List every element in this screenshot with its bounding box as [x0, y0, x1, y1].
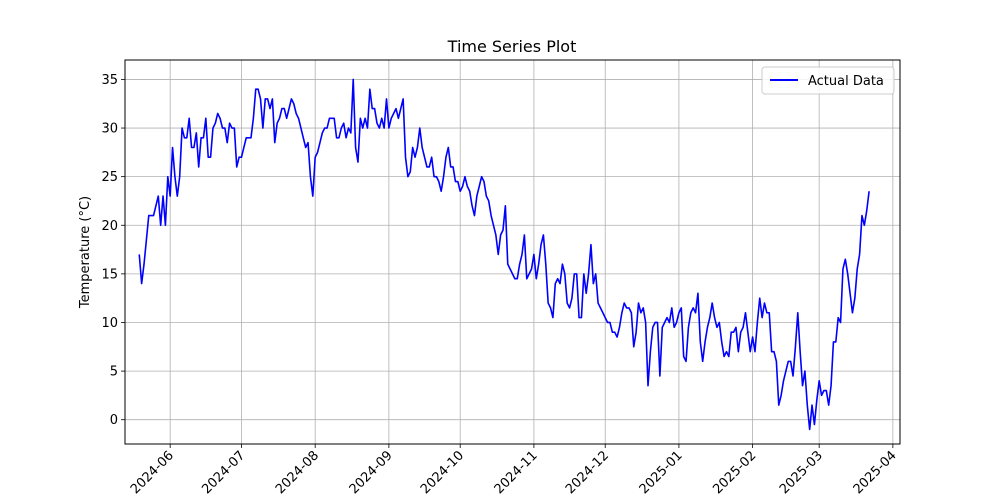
chart-title: Time Series Plot — [447, 37, 577, 56]
y-tick-label: 35 — [101, 73, 118, 88]
grid-lines — [125, 60, 900, 444]
y-tick-label: 10 — [101, 316, 118, 331]
y-tick-label: 25 — [101, 170, 118, 185]
plot-frame — [124, 59, 901, 445]
series-line-actual-data — [138, 78, 870, 431]
y-tick-label: 30 — [101, 122, 118, 137]
legend-label-actual-data: Actual Data — [808, 74, 884, 89]
y-axis: 0 5 10 15 20 25 30 35 — [101, 73, 125, 428]
series-layer — [138, 78, 870, 431]
y-tick-label: 15 — [101, 267, 118, 282]
legend-box — [761, 66, 895, 95]
y-axis-label: Temperature (°C) — [78, 196, 93, 309]
legend: Actual Data — [761, 66, 895, 95]
y-tick-label: 0 — [110, 413, 118, 428]
y-tick-label: 20 — [101, 219, 118, 234]
y-tick-label: 5 — [110, 365, 118, 380]
